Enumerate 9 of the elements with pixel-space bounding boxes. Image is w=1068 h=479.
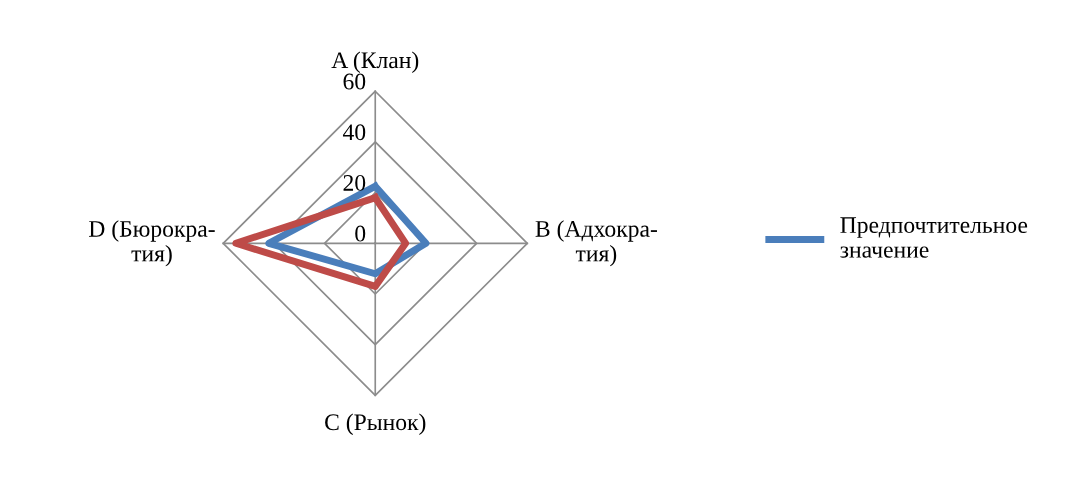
y-tick-label: 40 <box>342 124 366 141</box>
spoke-label: A (Клан) <box>331 51 419 73</box>
spoke-label: C (Рынок) <box>325 413 426 436</box>
y-tick-label: 0 <box>355 225 366 242</box>
spoke-label: B (Адхокра- тия) <box>535 220 657 267</box>
y-tick-label: 60 <box>343 73 366 90</box>
y-tick-label: 20 <box>343 174 366 191</box>
legend-label: Предпочтительное значение <box>840 217 1028 258</box>
spoke-label: D (Бюрокра- тия) <box>89 220 215 267</box>
